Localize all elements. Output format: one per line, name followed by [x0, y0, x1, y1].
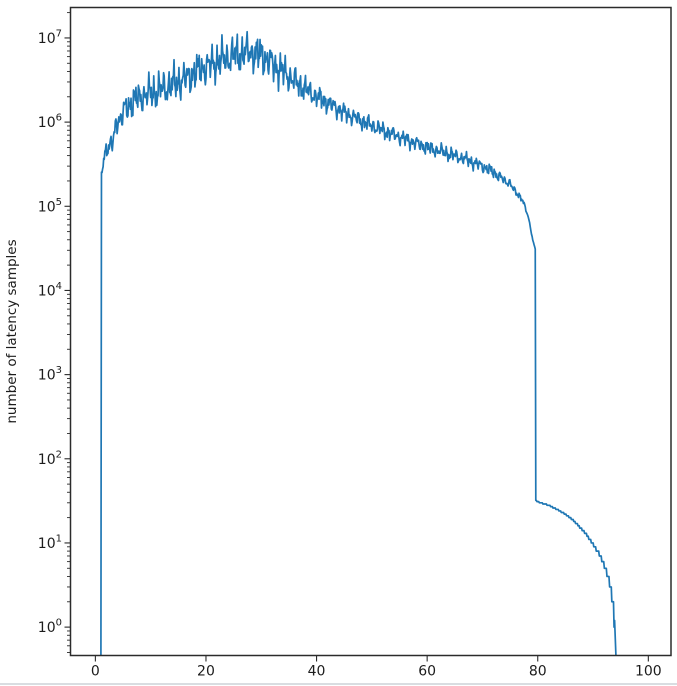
y-tick-label-1e6: 106 — [38, 113, 62, 132]
y-tick-label-1e0: 100 — [38, 618, 62, 637]
x-tick-label-20: 20 — [197, 664, 215, 680]
latency-series-line — [100, 30, 617, 656]
x-tick-label-100: 100 — [635, 664, 662, 680]
x-tick-label-40: 40 — [308, 664, 326, 680]
y-tick-label-1e7: 107 — [38, 28, 62, 47]
y-tick-label-1e1: 101 — [38, 533, 62, 552]
plot-spines — [69, 6, 672, 657]
y-tick-label-1e3: 103 — [38, 365, 62, 384]
x-tick-label-0: 0 — [91, 664, 100, 680]
y-tick-label-1e4: 104 — [38, 281, 62, 300]
y-tick-label-1e5: 105 — [38, 197, 62, 216]
x-tick-label-60: 60 — [418, 664, 436, 680]
axis-tick-labels: 100 101 102 103 104 105 106 107 0 20 40 60 80 100 — [38, 28, 662, 679]
page-bottom-border — [0, 683, 677, 685]
y-axis-label: number of latency samples — [4, 239, 20, 423]
y-tick-label-1e2: 102 — [38, 449, 62, 468]
x-tick-label-80: 80 — [529, 664, 547, 680]
axis-ticks — [64, 12, 649, 662]
